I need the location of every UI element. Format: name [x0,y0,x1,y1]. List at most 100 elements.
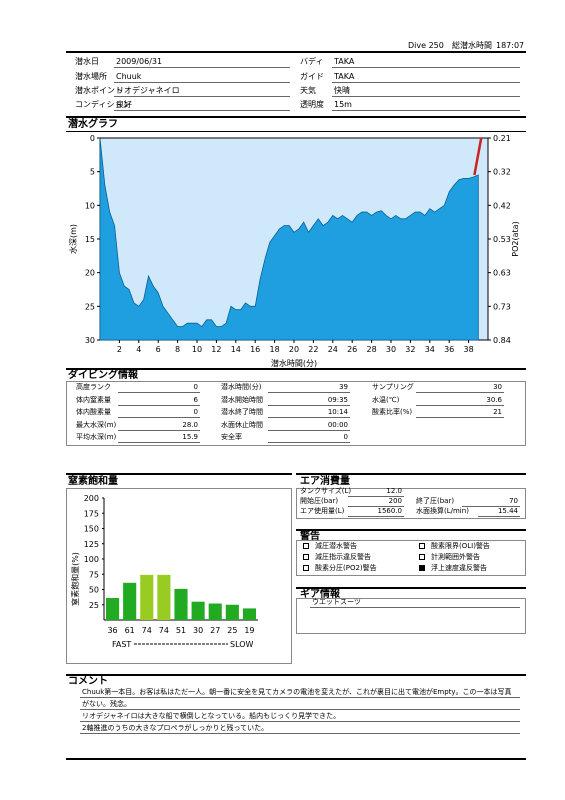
air-title: エア消費量 [300,476,350,487]
diving-info-value: 21 [493,408,502,417]
n-bar [191,601,205,620]
n-bar [225,604,239,620]
n-bar [123,582,137,620]
x-tick-label: 34 [425,345,435,354]
diving-info-value: 28.0 [182,420,198,429]
warning-label: 酸素限界(OLI)警告 [431,542,490,550]
y2-tick-label: 0.84 [493,336,511,345]
air-panel [296,488,526,519]
y-tick-label: 20 [85,269,95,278]
diving-info-label: 最大水深(m) [76,420,117,429]
warning-label: 浮上速度違反警告 [431,564,487,572]
start-pressure-value: 200 [388,497,402,505]
depth-profile-area [99,137,479,341]
n-y-tick-label: 25 [89,601,99,610]
header-rule [66,51,526,53]
y2-tick-label: 0.42 [493,201,511,210]
warning-checkbox [419,543,425,549]
info-weather-value: 快晴 [334,86,350,95]
dive-graph-title: 潜水グラフ [68,119,118,130]
x-tick-label: 28 [367,345,377,354]
diving-info-label: 安全率 [221,433,242,442]
comment-line: がない。残念。 [82,700,131,708]
n-bar-label: 74 [159,626,169,635]
diving-info-value: 10:14 [327,408,348,417]
y-tick-label: 10 [85,201,95,210]
info-buddy-value: TAKA [334,57,355,66]
diving-info-value: 30 [493,383,502,391]
warning-item: 酸素限界(OLI)警告 [419,542,490,551]
diving-info-label: 酸素比率(%) [372,408,413,417]
x-tick-label: 20 [289,345,299,354]
n-bar-label: 27 [210,626,220,635]
warnings-title: 警告 [300,531,320,542]
slow-label: SLOW [230,640,254,649]
gear-title: ギア情報 [300,589,340,600]
n-y-tick-label: 75 [89,570,99,579]
y-axis-label: 水深(m) [68,224,78,254]
warning-checkbox [419,554,425,560]
warning-checkbox [303,565,309,571]
comment-line: リオデジャネイロは大きな船で横倒しとなっている。船内もじっくり見学できた。 [82,712,341,720]
diving-info-label: 潜水時間(分) [221,383,262,391]
info-date-value: 2009/06/31 [116,57,163,66]
dive-graph: 0 5 10 15 20 25 30 0.21 0.32 0.42 0.53 0.63 0.73 0.84… [68,134,520,368]
info-place-label: 潜水場所 [75,72,107,81]
air-used-value: 1560.0 [377,507,403,515]
info-buddy-label: バディ [300,57,324,66]
x-tick-label: 10 [192,345,202,354]
n-bar-label: 36 [107,626,117,635]
diving-info-value: 00:00 [327,420,348,429]
info-place-value: Chuuk [116,72,142,81]
y-tick-label: 15 [85,235,95,244]
total-dive-time-label: 総潜水時間 [452,41,492,50]
diving-info-label: 高度ランク [76,383,111,391]
air-used-label: エア使用量(L) [300,507,345,515]
n-bar [208,603,222,620]
tank-size-label: タンクサイズ(L) [300,487,352,495]
n-bar [174,588,188,620]
diving-info-label: サンプリング [372,383,414,391]
n-bar [140,574,154,620]
n-bar [242,608,256,620]
x-tick-label: 32 [405,345,415,354]
n-y-tick-label: 150 [84,525,99,534]
x-axis-label: 潜水時間(分) [271,358,317,368]
total-dive-time-value: 187:07 [496,41,525,50]
diving-info-label: 潜水開始時間 [221,395,263,404]
surface-rate-label: 水面換算(L/min) [416,507,469,515]
diving-info-value: 39 [339,383,348,391]
comment-line: 2軸推進のうちの大きなプロペラがしっかりと残っていた。 [82,724,269,732]
warning-label: 減圧指示違反警告 [315,553,371,561]
diving-info-value: 0 [193,408,198,417]
gear-panel [296,598,526,634]
y2-tick-label: 0.21 [493,134,511,143]
info-point-label: 潜水ポイント [75,86,123,95]
y2-tick-label: 0.32 [493,168,511,177]
y2-tick-label: 0.73 [493,302,511,311]
info-visibility-value: 15m [334,100,352,109]
ascent-rate-line [473,137,483,176]
end-pressure-label: 終了圧(bar) [416,497,455,505]
warning-checkbox [419,565,425,571]
start-pressure-label: 開始圧(bar) [300,497,339,505]
warning-checkbox [303,543,309,549]
warning-item: 減圧潜水警告 [303,542,357,551]
info-point-value: リオデジャネイロ [116,86,180,95]
diving-info-value: 0 [343,433,348,442]
surface-rate-value: 15.44 [497,507,518,515]
info-weather-label: 天気 [300,86,316,95]
x-tick-label: 2 [117,345,122,354]
y2-tick-label: 0.53 [493,235,511,244]
diving-info-title: ダイビング情報 [68,370,138,381]
n-bar-label: 51 [176,626,186,635]
diving-info-label: 水面休止時間 [221,420,263,429]
info-visibility-label: 透明度 [300,100,324,109]
x-tick-label: 24 [328,345,338,354]
n-bar-label: 61 [125,626,135,635]
diving-info-label: 潜水終了時間 [221,408,263,417]
info-condition-value: 良好 [116,100,132,109]
info-guide-label: ガイド [300,72,324,81]
diving-info-value: 0 [193,383,198,391]
n-y-tick-label: 200 [84,494,99,503]
